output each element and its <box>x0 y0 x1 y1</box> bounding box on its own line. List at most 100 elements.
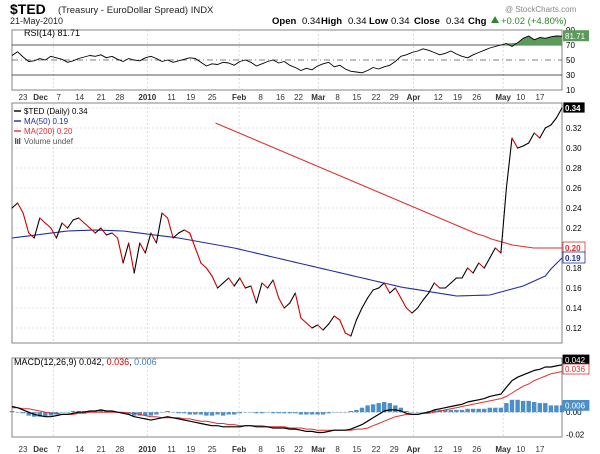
macd-histogram-bar <box>476 408 481 413</box>
low-value: 0.34 <box>391 16 410 27</box>
price-segment <box>411 307 419 314</box>
price-segment <box>294 292 302 319</box>
macd-histogram-bar <box>487 407 492 413</box>
price-segment <box>133 242 141 274</box>
price-segment <box>50 227 57 239</box>
price-segment <box>283 302 291 309</box>
macd-histogram-bar <box>232 412 237 415</box>
price-segment <box>228 277 235 287</box>
price-segment <box>189 232 196 249</box>
price-segment <box>355 307 363 321</box>
price-segment <box>205 267 213 277</box>
macd-histogram-bar <box>82 411 87 413</box>
price-segment <box>122 242 130 264</box>
price-axis-label: 0.14 <box>566 304 582 313</box>
macd-histogram-bar <box>554 405 559 413</box>
x-axis-label: 11 <box>167 445 176 454</box>
x-axis-label: Feb <box>232 445 246 454</box>
price-segment <box>400 297 407 309</box>
price-segment <box>467 267 474 274</box>
price-segment <box>11 202 19 209</box>
x-axis-label: 28 <box>115 445 124 454</box>
macd-histogram-bar <box>526 400 531 413</box>
price-segment <box>505 137 513 189</box>
macd-histogram-bar <box>393 405 398 413</box>
macd-histogram-bar <box>176 412 181 414</box>
x-axis-label: 23 <box>19 93 28 102</box>
price-segment <box>394 287 402 299</box>
price-segment <box>161 212 169 219</box>
ticker-description: (Treasury - EuroDollar Spread) INDX <box>58 5 214 16</box>
macd-histogram-bar <box>293 412 298 414</box>
macd-line <box>11 364 563 434</box>
price-segment <box>28 232 35 239</box>
macd-histogram-bar <box>520 400 526 413</box>
rsi-last-label: 81.71 <box>565 32 586 41</box>
ma200-last-flag-text: 0.20 <box>565 244 581 253</box>
macd-histogram-bar <box>382 402 387 413</box>
price-segment <box>528 132 535 144</box>
volume-bar <box>19 138 21 144</box>
x-axis-label: Dec <box>33 93 48 102</box>
macd-histogram-bar <box>165 411 170 413</box>
x-axis-label: 26 <box>472 93 481 102</box>
price-segment <box>483 257 491 269</box>
macd-axis-label: 0.00 <box>566 408 582 417</box>
macd-histogram-bar <box>454 409 459 413</box>
x-axis-label: 26 <box>472 445 481 454</box>
macd-histogram-bar <box>504 403 509 413</box>
price-segment <box>333 315 341 321</box>
price-segment <box>305 322 313 329</box>
macd-histogram-bar <box>404 411 409 413</box>
macd-histogram-bar <box>37 412 42 417</box>
price-segment <box>44 222 52 229</box>
price-segment <box>278 297 285 309</box>
chart-date: 21-May-2010 <box>10 16 63 26</box>
price-segment <box>383 282 391 294</box>
x-axis-label: 17 <box>536 93 545 102</box>
macd-histogram-bar <box>215 412 220 415</box>
price-segment <box>428 282 435 294</box>
volume-bar <box>17 139 19 144</box>
x-axis-label: Feb <box>232 93 246 102</box>
macd-histogram-bar <box>270 412 276 414</box>
macd-histogram-bar <box>398 407 404 413</box>
price-segment <box>261 282 269 289</box>
macd-histogram-bar <box>359 407 365 413</box>
rsi-axis-label: 10 <box>566 86 575 95</box>
close-value: 0.34 <box>446 16 465 27</box>
ticker-symbol: $TED <box>10 1 46 17</box>
x-axis-label: 19 <box>453 445 462 454</box>
macd-histogram-bar <box>204 412 209 416</box>
price-segment <box>555 107 563 119</box>
price-segment <box>500 187 507 254</box>
rsi-legend: RSI(14) 81.71 <box>24 28 80 38</box>
price-segment <box>233 277 241 287</box>
price-axis-label: 0.22 <box>566 224 582 233</box>
x-axis-label: 19 <box>186 445 195 454</box>
x-axis-label: 16 <box>276 445 285 454</box>
macd-histogram-bar <box>459 409 465 413</box>
price-legend-item: MA(200) 0.20 <box>24 127 73 136</box>
high-label: High <box>321 16 342 27</box>
price-segment <box>100 227 107 236</box>
macd-histogram-bar <box>509 399 515 413</box>
macd-histogram-bar <box>26 412 31 416</box>
macd-histogram-bar <box>254 412 259 414</box>
price-segment <box>150 232 157 244</box>
macd-histogram-bar <box>126 412 131 414</box>
macd-histogram-bar <box>143 412 148 416</box>
x-axis-label: 8 <box>335 445 340 454</box>
price-segment <box>250 285 257 304</box>
rsi-panel: 907050301081.71 <box>11 26 589 95</box>
macd-histogram-bar <box>304 412 309 415</box>
macd-histogram-bar <box>559 405 565 413</box>
up-arrow-icon <box>491 16 499 23</box>
x-axis-label: 22 <box>372 93 381 102</box>
macd-histogram-bar <box>237 412 242 414</box>
macd-histogram-bar <box>493 407 498 413</box>
x-axis-label: 16 <box>276 93 285 102</box>
price-segment <box>78 217 85 224</box>
price-segment <box>128 242 135 274</box>
